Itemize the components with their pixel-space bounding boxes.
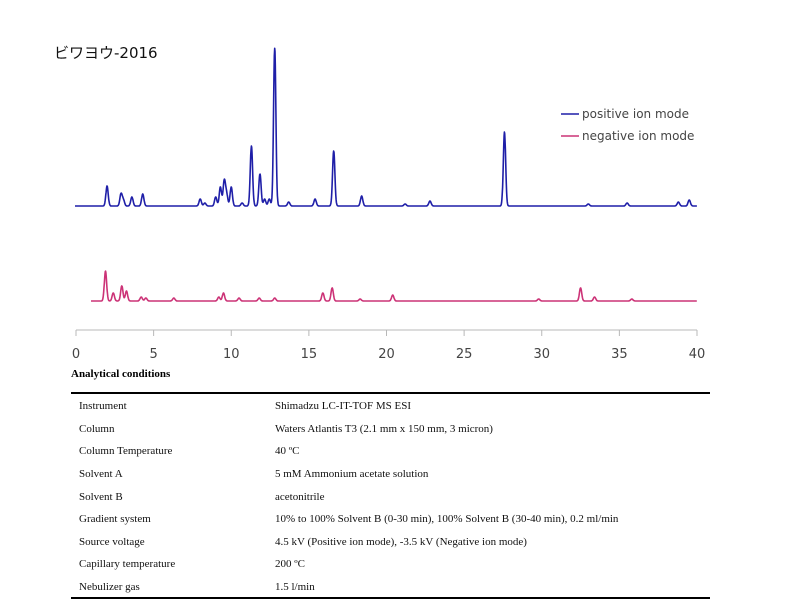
table-row: Instrument Shimadzu LC-IT-TOF MS ESI bbox=[71, 395, 710, 418]
condition-key: Instrument bbox=[79, 400, 127, 413]
table-row: Source voltage 4.5 kV (Positive ion mode)… bbox=[71, 531, 710, 554]
legend-label: negative ion mode bbox=[582, 129, 694, 143]
table-row: Column Temperature 40 ºC bbox=[71, 440, 710, 463]
table-row: Capillary temperature 200 ºC bbox=[71, 553, 710, 576]
table-row: Column Waters Atlantis T3 (2.1 mm x 150 m… bbox=[71, 418, 710, 441]
x-tick-label: 40 bbox=[689, 347, 706, 362]
condition-key: Source voltage bbox=[79, 535, 145, 548]
x-tick-label: 35 bbox=[611, 347, 628, 362]
condition-value: acetonitrile bbox=[275, 490, 325, 503]
condition-value: 200 ºC bbox=[275, 558, 305, 571]
condition-value: 40 ºC bbox=[275, 445, 300, 458]
x-tick-label: 10 bbox=[223, 347, 240, 362]
condition-value: 4.5 kV (Positive ion mode), -3.5 kV (Neg… bbox=[275, 535, 527, 548]
table-row: Gradient system 10% to 100% Solvent B (0-… bbox=[71, 508, 710, 531]
condition-key: Column Temperature bbox=[79, 445, 173, 458]
condition-value: 5 mM Ammonium acetate solution bbox=[275, 468, 429, 481]
x-tick-label: 0 bbox=[72, 347, 80, 362]
x-tick-label: 15 bbox=[301, 347, 318, 362]
x-tick-label: 25 bbox=[456, 347, 473, 362]
chart-title: ビワヨウ-2016 bbox=[54, 44, 158, 62]
legend-label: positive ion mode bbox=[582, 107, 689, 121]
series-line-positive bbox=[74, 47, 698, 207]
table-row: Nebulizer gas 1.5 l/min bbox=[71, 576, 710, 599]
condition-key: Gradient system bbox=[79, 513, 151, 526]
condition-value: 10% to 100% Solvent B (0-30 min), 100% S… bbox=[275, 513, 619, 526]
conditions-title: Analytical conditions bbox=[71, 368, 171, 380]
condition-value: 1.5 l/min bbox=[275, 581, 315, 594]
chromatogram-chart: 0 5 10 15 20 25 30 35 40 positive ion mode negativ… bbox=[72, 47, 706, 362]
series-line-negative bbox=[90, 270, 698, 302]
x-tick-label: 30 bbox=[533, 347, 550, 362]
table-row: Solvent B acetonitrile bbox=[71, 485, 710, 508]
x-tick-label: 20 bbox=[378, 347, 395, 362]
condition-key: Column bbox=[79, 422, 115, 435]
conditions-table: Instrument Shimadzu LC-IT-TOF MS ESI Colu… bbox=[71, 395, 710, 598]
x-tick-label: 5 bbox=[149, 347, 157, 362]
table-bottom-rule bbox=[71, 597, 710, 599]
condition-value: Waters Atlantis T3 (2.1 mm x 150 mm, 3 m… bbox=[275, 422, 493, 435]
table-top-rule bbox=[71, 392, 710, 394]
condition-key: Capillary temperature bbox=[79, 558, 176, 571]
condition-key: Solvent B bbox=[79, 490, 123, 503]
condition-value: Shimadzu LC-IT-TOF MS ESI bbox=[275, 400, 411, 413]
condition-key: Solvent A bbox=[79, 468, 123, 481]
table-row: Solvent A 5 mM Ammonium acetate solution bbox=[71, 463, 710, 486]
condition-key: Nebulizer gas bbox=[79, 581, 140, 594]
